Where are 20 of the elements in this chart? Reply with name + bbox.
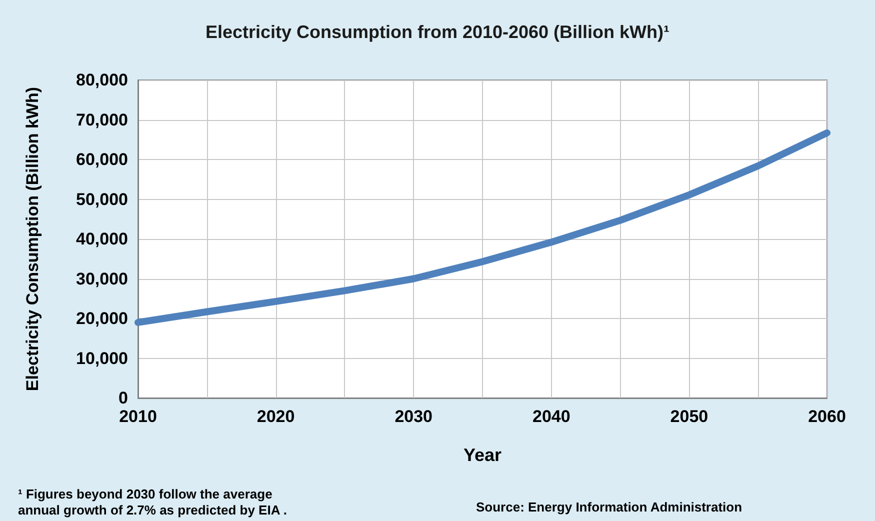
y-tick-label: 70,000 <box>76 110 128 130</box>
chart-title: Electricity Consumption from 2010-2060 (Billion kWh)¹ <box>205 22 670 42</box>
y-tick-label: 80,000 <box>76 70 128 90</box>
y-tick-label: 0 <box>118 388 128 408</box>
x-axis-title: Year <box>463 445 502 465</box>
text: ¹ Figures beyond 2030 follow the average annual growth of 2.7% as predicted by EIA . <box>18 486 287 518</box>
y-tick-label: 20,000 <box>76 309 128 328</box>
x-tick-label: 2010 <box>119 407 157 426</box>
x-tick-label: 2020 <box>256 407 295 426</box>
y-tick-label: 40,000 <box>76 230 128 248</box>
y-axis-title: Electricity Consumption (Billion kWh) <box>23 86 42 392</box>
source-note: Source: Energy Information Administration <box>476 500 742 514</box>
x-tick-label: 2030 <box>394 407 433 426</box>
y-tick-label: 60,000 <box>76 150 128 169</box>
x-tick-label: 2040 <box>532 407 570 426</box>
y-tick-label: 30,000 <box>76 269 128 288</box>
y-tick-label: 50,000 <box>76 190 128 209</box>
y-tick-label: 10,000 <box>76 348 128 368</box>
x-tick-label: 2060 <box>808 407 846 426</box>
x-tick-label: 2050 <box>670 407 708 426</box>
